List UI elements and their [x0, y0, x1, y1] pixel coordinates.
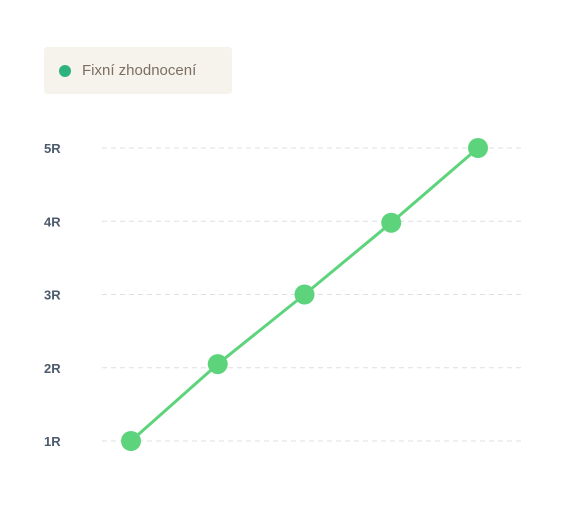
chart-legend: Fixní zhodnocení [44, 47, 232, 94]
y-tick-label: 1R [44, 434, 61, 449]
y-axis-labels: 5R 4R 3R 2R 1R [44, 141, 61, 449]
data-point [294, 284, 315, 305]
legend-marker [59, 64, 71, 77]
y-tick-label: 2R [44, 361, 61, 376]
data-point [121, 431, 141, 451]
data-point [468, 138, 488, 158]
data-point [207, 354, 228, 375]
legend-label: Fixní zhodnocení [82, 62, 197, 79]
y-tick-label: 5R [44, 141, 61, 156]
data-point [381, 212, 402, 233]
series-points [121, 138, 488, 451]
y-tick-label: 3R [44, 288, 61, 303]
y-tick-label: 4R [44, 214, 61, 229]
